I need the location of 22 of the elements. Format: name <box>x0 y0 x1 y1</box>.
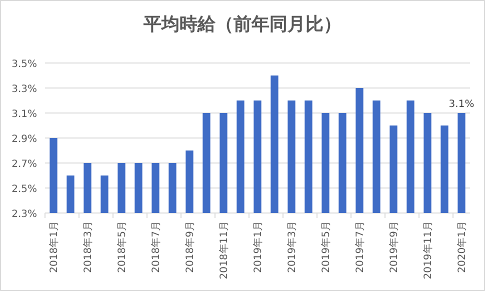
y-tick-label: 3.1% <box>12 109 37 120</box>
y-tick-label: 3.3% <box>12 84 37 95</box>
x-tick-label: 2019年7月 <box>354 221 366 273</box>
y-tick-label: 2.7% <box>12 159 37 170</box>
x-tick-label: 2020年1月 <box>456 221 468 273</box>
y-tick-label: 3.5% <box>12 59 37 70</box>
x-tick-label: 2018年3月 <box>82 221 94 273</box>
x-tick-label: 2019年1月 <box>252 221 264 273</box>
y-tick-label: 2.3% <box>12 209 37 220</box>
x-tick-label: 2019年3月 <box>286 221 298 273</box>
x-tick-label: 2018年1月 <box>48 221 60 273</box>
x-tick-label: 2018年9月 <box>184 221 196 273</box>
x-tick-label: 2019年11月 <box>422 221 434 280</box>
x-tick-label: 2019年9月 <box>388 221 400 273</box>
x-tick-label: 2018年5月 <box>116 221 128 273</box>
title: 平均時給（前年同月比） <box>144 14 342 35</box>
x-tick-label: 2018年7月 <box>150 221 162 273</box>
y-tick-label: 2.9% <box>12 134 37 145</box>
y-tick-label: 2.5% <box>12 184 37 195</box>
x-tick-label: 2018年11月 <box>218 221 230 280</box>
data-label: 3.1% <box>448 99 474 110</box>
x-tick-label: 2019年5月 <box>320 221 332 273</box>
